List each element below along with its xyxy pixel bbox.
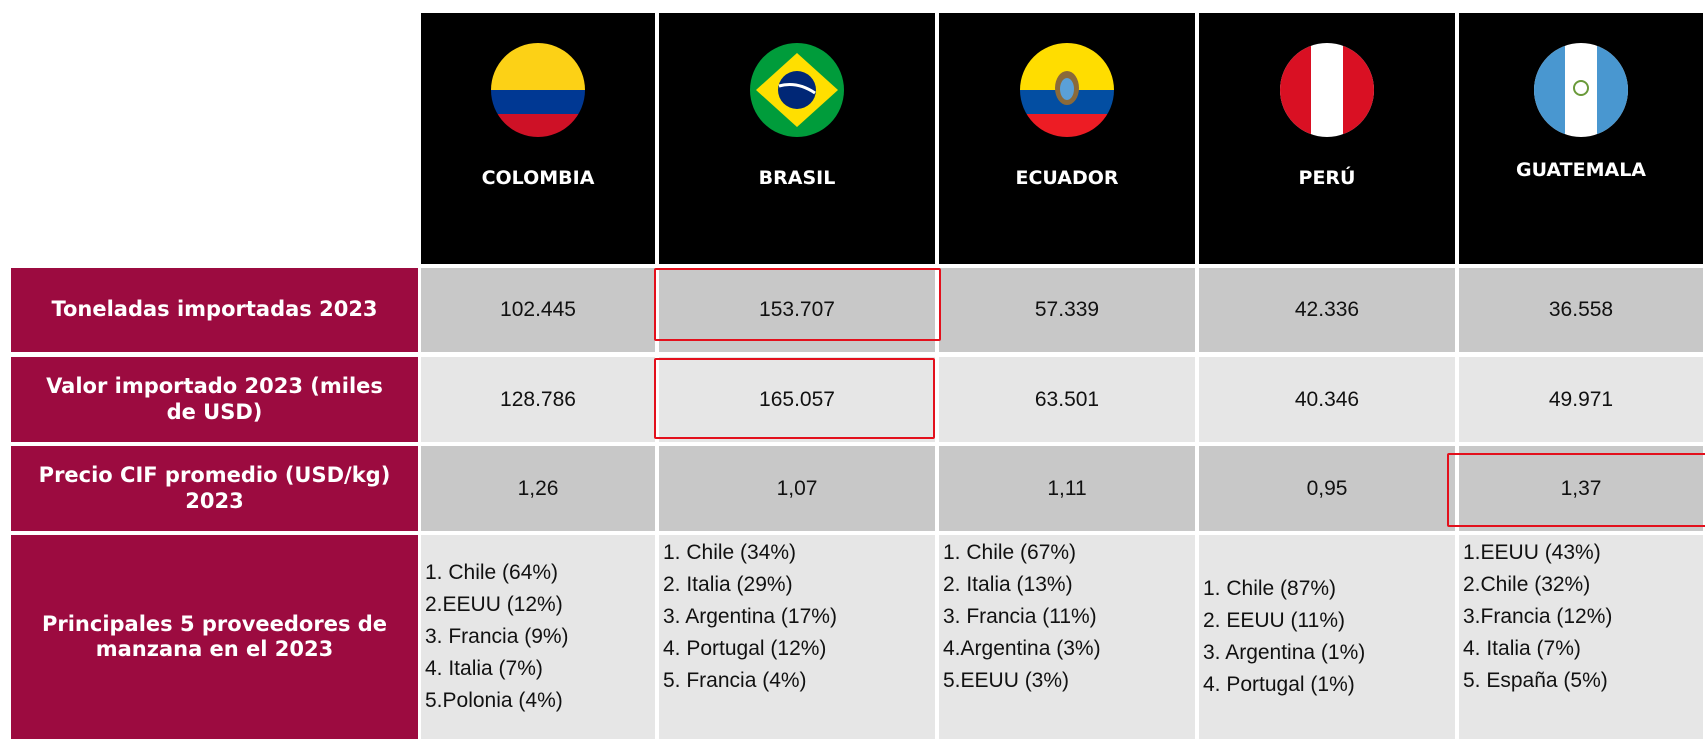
value-cell: 1,07 bbox=[659, 446, 935, 531]
country-name: ECUADOR bbox=[1015, 167, 1119, 189]
supplier-item: 5. Francia (4%) bbox=[663, 669, 807, 692]
column-header: GUATEMALA bbox=[1459, 13, 1703, 264]
row-label-text: Principales 5 proveedores de manzana en … bbox=[41, 611, 388, 661]
value-text: 0,95 bbox=[1306, 476, 1348, 500]
supplier-item: 4.Argentina (3%) bbox=[943, 637, 1101, 660]
value-text: 128.786 bbox=[500, 387, 576, 411]
value-text: 42.336 bbox=[1294, 298, 1360, 321]
value-cell: 102.445 bbox=[421, 268, 655, 352]
row-label-text: Toneladas importadas 2023 bbox=[51, 297, 378, 322]
country-name: COLOMBIA bbox=[481, 167, 595, 189]
supplier-items: 1.EEUU (43%) 2.Chile (32%) 3.Francia (12%)… bbox=[1463, 537, 1612, 697]
row-label-text: Valor importado 2023 (miles de USD) bbox=[46, 374, 383, 424]
supplier-item: 4. Portugal (12%) bbox=[663, 637, 827, 660]
value-cell: 1,26 bbox=[421, 446, 655, 531]
value-text: 153.707 bbox=[759, 298, 835, 321]
value-cell: 165.057 bbox=[659, 357, 935, 442]
column-header: ECUADOR bbox=[939, 13, 1195, 264]
flag-icon bbox=[1020, 43, 1114, 137]
value-text: 36.558 bbox=[1548, 298, 1614, 321]
highlight-box bbox=[1447, 453, 1705, 527]
value-text: 63.501 bbox=[1034, 387, 1100, 411]
supplier-item: 1. Chile (64%) bbox=[425, 561, 559, 584]
supplier-item: 4. Italia (7%) bbox=[1463, 637, 1581, 660]
supplier-list: 1. Chile (34%) 2. Italia (29%) 3. Argentin… bbox=[659, 535, 935, 739]
value-cell: 42.336 bbox=[1199, 268, 1455, 352]
row-label: Principales 5 proveedores de manzana en … bbox=[11, 535, 418, 739]
column-header: BRASIL bbox=[659, 13, 935, 264]
supplier-items: 1. Chile (34%) 2. Italia (29%) 3. Argentin… bbox=[663, 537, 837, 697]
supplier-item: 1.EEUU (43%) bbox=[1463, 541, 1601, 564]
value-text: 102.445 bbox=[500, 298, 576, 321]
value-cell: 57.339 bbox=[939, 268, 1195, 352]
supplier-list: 1. Chile (87%) 2. EEUU (11%) 3. Argentina … bbox=[1199, 535, 1455, 739]
column-header: COLOMBIA bbox=[421, 13, 655, 264]
value-cell: 63.501 bbox=[939, 357, 1195, 442]
supplier-item: 2. Italia (29%) bbox=[663, 573, 793, 596]
value-text: 1,37 bbox=[1560, 476, 1602, 500]
row-label: Toneladas importadas 2023 bbox=[11, 268, 418, 352]
value-text: 57.339 bbox=[1034, 298, 1100, 321]
supplier-items: 1. Chile (87%) 2. EEUU (11%) 3. Argentina … bbox=[1203, 573, 1365, 701]
supplier-item: 3.Francia (12%) bbox=[1463, 605, 1613, 628]
value-text: 165.057 bbox=[759, 387, 835, 411]
row-label: Precio CIF promedio (USD/kg) 2023 bbox=[11, 446, 418, 531]
supplier-item: 2. EEUU (11%) bbox=[1203, 609, 1345, 632]
supplier-item: 1. Chile (67%) bbox=[943, 541, 1077, 564]
value-text: 49.971 bbox=[1548, 387, 1614, 411]
row-label: Valor importado 2023 (miles de USD) bbox=[11, 357, 418, 442]
supplier-items: 1. Chile (64%) 2.EEUU (12%) 3. Francia (9%… bbox=[425, 557, 569, 717]
highlight-box bbox=[654, 268, 941, 341]
country-name: PERÚ bbox=[1298, 167, 1356, 189]
value-cell: 128.786 bbox=[421, 357, 655, 442]
supplier-item: 3. Argentina (1%) bbox=[1203, 641, 1366, 664]
supplier-item: 3. Francia (9%) bbox=[425, 625, 569, 648]
value-cell: 1,37 bbox=[1459, 446, 1703, 531]
value-text: 40.346 bbox=[1294, 387, 1360, 411]
value-text: 1,26 bbox=[517, 476, 559, 500]
flag-icon bbox=[750, 43, 844, 137]
supplier-item: 5.EEUU (3%) bbox=[943, 669, 1070, 692]
supplier-item: 2.EEUU (12%) bbox=[425, 593, 563, 616]
country-name: GUATEMALA bbox=[1515, 159, 1647, 181]
supplier-item: 1. Chile (87%) bbox=[1203, 577, 1337, 600]
supplier-list: 1. Chile (64%) 2.EEUU (12%) 3. Francia (9%… bbox=[421, 535, 655, 739]
supplier-item: 3. Argentina (17%) bbox=[663, 605, 837, 628]
value-cell: 0,95 bbox=[1199, 446, 1455, 531]
flag-icon bbox=[1280, 43, 1374, 137]
column-header: PERÚ bbox=[1199, 13, 1455, 264]
supplier-list: 1. Chile (67%) 2. Italia (13%) 3. Francia … bbox=[939, 535, 1195, 739]
supplier-item: 2.Chile (32%) bbox=[1463, 573, 1591, 596]
value-cell: 1,11 bbox=[939, 446, 1195, 531]
supplier-item: 5. España (5%) bbox=[1463, 669, 1608, 692]
supplier-list: 1.EEUU (43%) 2.Chile (32%) 3.Francia (12%)… bbox=[1459, 535, 1703, 739]
value-cell: 36.558 bbox=[1459, 268, 1703, 352]
supplier-item: 2. Italia (13%) bbox=[943, 573, 1073, 596]
value-cell: 40.346 bbox=[1199, 357, 1455, 442]
supplier-item: 4. Italia (7%) bbox=[425, 657, 543, 680]
flag-icon bbox=[491, 43, 585, 137]
value-text: 1,07 bbox=[776, 476, 818, 500]
supplier-item: 1. Chile (34%) bbox=[663, 541, 797, 564]
value-cell: 49.971 bbox=[1459, 357, 1703, 442]
row-label-text: Precio CIF promedio (USD/kg) 2023 bbox=[38, 463, 391, 513]
value-cell: 153.707 bbox=[659, 268, 935, 352]
highlight-box bbox=[654, 358, 935, 439]
value-text: 1,11 bbox=[1047, 476, 1087, 500]
supplier-item: 3. Francia (11%) bbox=[943, 605, 1097, 628]
flag-icon bbox=[1534, 43, 1628, 137]
country-name: BRASIL bbox=[758, 167, 836, 189]
supplier-item: 5.Polonia (4%) bbox=[425, 689, 563, 712]
supplier-items: 1. Chile (67%) 2. Italia (13%) 3. Francia … bbox=[943, 537, 1101, 697]
supplier-item: 4. Portugal (1%) bbox=[1203, 673, 1355, 696]
